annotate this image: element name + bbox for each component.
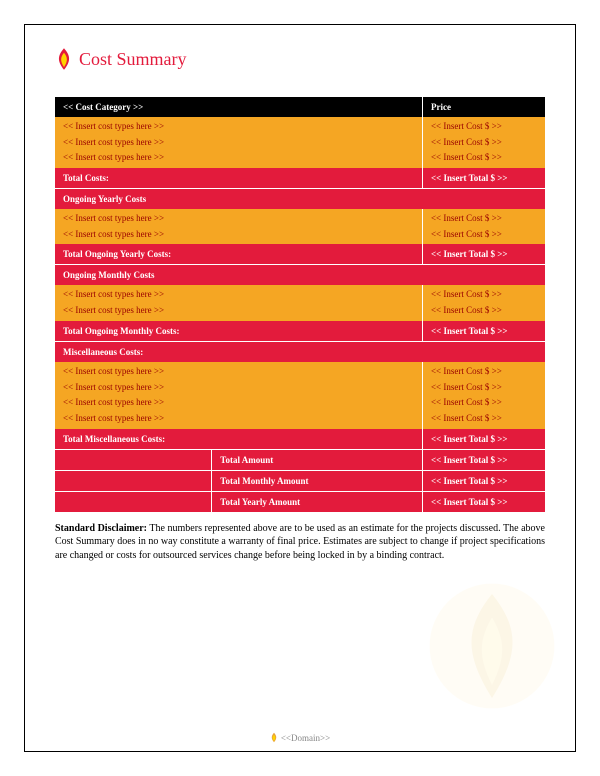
cost-type-cell: << Insert cost types here >> <box>55 117 422 135</box>
cost-type-cell: << Insert cost types here >> <box>55 362 422 380</box>
table-row: << Insert cost types here >><< Insert Co… <box>55 285 545 303</box>
cost-summary-table: << Cost Category >>Price<< Insert cost t… <box>55 97 545 512</box>
cost-price-cell: << Insert Cost $ >> <box>422 227 545 245</box>
section-heading-row: Miscellaneous Costs: <box>55 341 545 362</box>
section-total-row: Total Costs:<< Insert Total $ >> <box>55 168 545 189</box>
disclaimer-title: Standard Disclaimer: <box>55 523 147 534</box>
page-header: Cost Summary <box>55 47 545 71</box>
summary-value: << Insert Total $ >> <box>422 449 545 470</box>
section-total-label: Total Costs: <box>55 168 422 189</box>
summary-row: Total Monthly Amount<< Insert Total $ >> <box>55 470 545 491</box>
cost-type-cell: << Insert cost types here >> <box>55 395 422 411</box>
summary-value: << Insert Total $ >> <box>422 470 545 491</box>
table-row: << Insert cost types here >><< Insert Co… <box>55 150 545 168</box>
section-total-row: Total Ongoing Monthly Costs:<< Insert To… <box>55 321 545 342</box>
cost-price-cell: << Insert Cost $ >> <box>422 209 545 227</box>
cost-price-cell: << Insert Cost $ >> <box>422 303 545 321</box>
table-row: << Insert cost types here >><< Insert Co… <box>55 380 545 396</box>
cost-type-cell: << Insert cost types here >> <box>55 209 422 227</box>
section-heading-label: Miscellaneous Costs: <box>55 341 545 362</box>
cost-type-cell: << Insert cost types here >> <box>55 303 422 321</box>
section-total-label: Total Miscellaneous Costs: <box>55 429 422 450</box>
section-total-label: Total Ongoing Yearly Costs: <box>55 244 422 265</box>
section-total-value: << Insert Total $ >> <box>422 429 545 450</box>
cost-price-cell: << Insert Cost $ >> <box>422 117 545 135</box>
header-category: << Cost Category >> <box>55 97 422 117</box>
content-area: Cost Summary << Cost Category >>Price<< … <box>55 47 545 562</box>
disclaimer-text: Standard Disclaimer: The numbers represe… <box>55 522 545 563</box>
flame-icon <box>270 732 278 743</box>
summary-empty-cell <box>55 449 212 470</box>
summary-row: Total Yearly Amount<< Insert Total $ >> <box>55 491 545 512</box>
page-footer: <<Domain>> <box>25 732 575 745</box>
table-row: << Insert cost types here >><< Insert Co… <box>55 117 545 135</box>
cost-type-cell: << Insert cost types here >> <box>55 285 422 303</box>
table-row: << Insert cost types here >><< Insert Co… <box>55 209 545 227</box>
cost-price-cell: << Insert Cost $ >> <box>422 411 545 429</box>
page: Cost Summary << Cost Category >>Price<< … <box>0 0 600 776</box>
table-row: << Insert cost types here >><< Insert Co… <box>55 395 545 411</box>
page-frame: Cost Summary << Cost Category >>Price<< … <box>24 24 576 752</box>
cost-type-cell: << Insert cost types here >> <box>55 411 422 429</box>
page-title: Cost Summary <box>79 49 187 70</box>
cost-price-cell: << Insert Cost $ >> <box>422 380 545 396</box>
flame-icon <box>55 47 73 71</box>
section-heading-label: Ongoing Yearly Costs <box>55 189 545 210</box>
summary-empty-cell <box>55 491 212 512</box>
table-row: << Insert cost types here >><< Insert Co… <box>55 227 545 245</box>
cost-price-cell: << Insert Cost $ >> <box>422 135 545 151</box>
summary-empty-cell <box>55 470 212 491</box>
section-total-row: Total Miscellaneous Costs:<< Insert Tota… <box>55 429 545 450</box>
cost-price-cell: << Insert Cost $ >> <box>422 395 545 411</box>
table-row: << Insert cost types here >><< Insert Co… <box>55 411 545 429</box>
table-row: << Insert cost types here >><< Insert Co… <box>55 303 545 321</box>
header-price: Price <box>422 97 545 117</box>
table-row: << Insert cost types here >><< Insert Co… <box>55 362 545 380</box>
summary-label: Total Monthly Amount <box>212 470 423 491</box>
cost-type-cell: << Insert cost types here >> <box>55 150 422 168</box>
section-total-value: << Insert Total $ >> <box>422 244 545 265</box>
section-heading-row: Ongoing Yearly Costs <box>55 189 545 210</box>
section-total-value: << Insert Total $ >> <box>422 168 545 189</box>
summary-label: Total Yearly Amount <box>212 491 423 512</box>
section-heading-row: Ongoing Monthly Costs <box>55 265 545 286</box>
summary-row: Total Amount<< Insert Total $ >> <box>55 449 545 470</box>
section-total-value: << Insert Total $ >> <box>422 321 545 342</box>
footer-text: <<Domain>> <box>281 733 330 743</box>
cost-type-cell: << Insert cost types here >> <box>55 380 422 396</box>
summary-value: << Insert Total $ >> <box>422 491 545 512</box>
watermark-flame-icon <box>427 581 557 711</box>
cost-type-cell: << Insert cost types here >> <box>55 135 422 151</box>
cost-price-cell: << Insert Cost $ >> <box>422 150 545 168</box>
cost-type-cell: << Insert cost types here >> <box>55 227 422 245</box>
cost-price-cell: << Insert Cost $ >> <box>422 285 545 303</box>
section-heading-label: Ongoing Monthly Costs <box>55 265 545 286</box>
section-total-row: Total Ongoing Yearly Costs:<< Insert Tot… <box>55 244 545 265</box>
table-row: << Insert cost types here >><< Insert Co… <box>55 135 545 151</box>
table-header-row: << Cost Category >>Price <box>55 97 545 117</box>
summary-label: Total Amount <box>212 449 423 470</box>
section-total-label: Total Ongoing Monthly Costs: <box>55 321 422 342</box>
cost-price-cell: << Insert Cost $ >> <box>422 362 545 380</box>
